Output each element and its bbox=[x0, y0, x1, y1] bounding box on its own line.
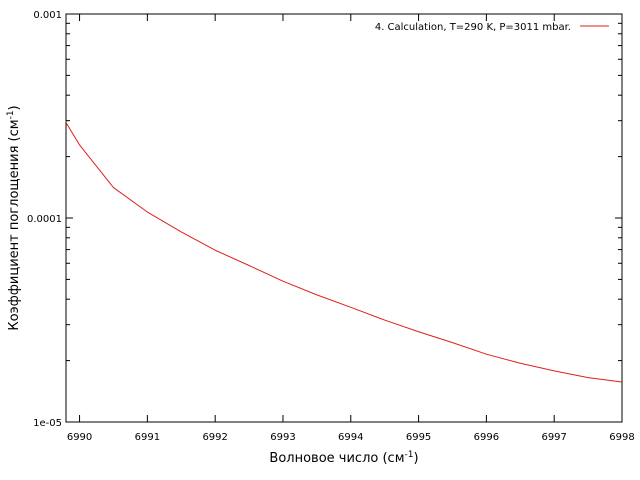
y-axis-label-text: Коэффициент поглощения (см bbox=[7, 119, 22, 330]
y-tick-label: 0.001 bbox=[33, 10, 62, 21]
y-axis-label-close: ) bbox=[7, 105, 22, 110]
x-tick-label: 6993 bbox=[270, 432, 295, 443]
x-axis-ticks: 6990 6991 6992 6993 6994 6995 6996 6997 6998 bbox=[67, 14, 635, 443]
y-tick-label: 1e-05 bbox=[33, 418, 62, 429]
plot-frame bbox=[65, 13, 623, 423]
legend-label: 4. Calculation, T=290 K, P=3011 mbar. bbox=[375, 22, 571, 33]
x-tick-label: 6998 bbox=[609, 432, 634, 443]
series-line bbox=[65, 122, 623, 383]
x-tick-label: 6996 bbox=[474, 432, 499, 443]
y-axis-label: Коэффициент поглощения (см-1) bbox=[6, 105, 22, 330]
y-axis-label-sup: -1 bbox=[6, 110, 16, 119]
x-tick-label: 6995 bbox=[406, 432, 431, 443]
x-axis-label-text: Волновое число (см bbox=[269, 451, 404, 466]
x-axis-label: Волновое число (см-1) bbox=[269, 450, 418, 466]
x-tick-label: 6991 bbox=[135, 432, 160, 443]
series-group bbox=[65, 122, 623, 383]
legend: 4. Calculation, T=290 K, P=3011 mbar. bbox=[375, 22, 609, 33]
x-tick-label: 6997 bbox=[541, 432, 566, 443]
x-axis-label-close: ) bbox=[413, 451, 418, 466]
x-tick-label: 6992 bbox=[202, 432, 227, 443]
minor-ticks bbox=[66, 22, 622, 362]
x-tick-label: 6994 bbox=[338, 432, 363, 443]
x-axis-label-sup: -1 bbox=[405, 450, 414, 460]
y-tick-label: 0.0001 bbox=[27, 214, 62, 225]
x-tick-label: 6990 bbox=[67, 432, 92, 443]
y-axis-ticks: 1e-05 0.0001 0.001 bbox=[27, 10, 622, 429]
